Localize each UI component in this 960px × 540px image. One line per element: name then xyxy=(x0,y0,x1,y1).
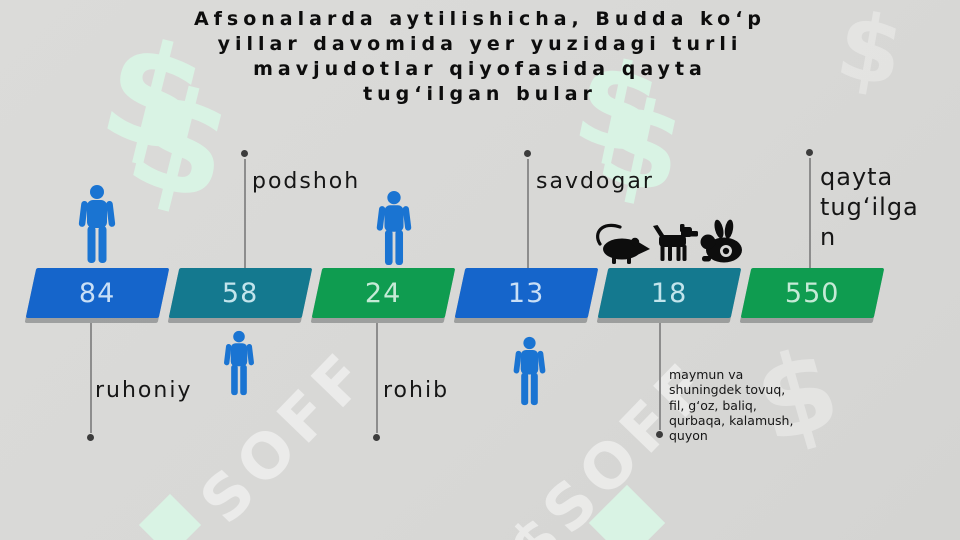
label-animal-list: maymun va shuningdek tovuq, fil, gʻoz, b… xyxy=(669,367,794,444)
person-icon xyxy=(513,336,546,406)
label-ruhoniy: ruhoniy xyxy=(95,378,193,403)
connector-line xyxy=(809,158,811,268)
person-icon xyxy=(376,190,412,266)
connector-dot xyxy=(373,434,380,441)
title-line: Afsonalarda aytilishicha, Budda koʻp xyxy=(193,8,767,30)
segment-value: 13 xyxy=(508,277,545,309)
connector-dot xyxy=(806,149,813,156)
connector-line xyxy=(90,323,92,433)
title-line: yillar davomida yer yuzidagi turli xyxy=(217,33,743,55)
label-podshoh: podshoh xyxy=(252,169,361,194)
diamond-shape xyxy=(588,484,666,540)
person-icon xyxy=(78,185,116,263)
bar-segment-podshoh: 58 xyxy=(168,268,313,318)
connector-line xyxy=(527,159,529,268)
connector-dot xyxy=(241,150,248,157)
segment-value: 58 xyxy=(222,277,259,309)
rat-icon xyxy=(596,223,650,264)
dog-icon xyxy=(653,224,698,261)
soff-watermark: SOFF xyxy=(185,335,385,538)
segment-value: 550 xyxy=(785,277,840,309)
diamond-shape xyxy=(138,493,202,540)
bar-segment-animals: 18 xyxy=(597,268,742,318)
label-rohib: rohib xyxy=(383,378,450,403)
title-line: tugʻilgan bular xyxy=(363,83,597,105)
segment-value: 18 xyxy=(651,277,688,309)
bar-segment-ruhoniy: 84 xyxy=(25,268,170,318)
connector-dot xyxy=(656,431,663,438)
label-qayta-tugilgan: qayta tugʻilgan xyxy=(820,163,919,251)
connector-line xyxy=(376,323,378,433)
segment-value: 24 xyxy=(365,277,402,309)
value-bar: 84 58 24 13 18 550 xyxy=(25,268,885,318)
person-icon xyxy=(224,330,254,396)
connector-dot xyxy=(524,150,531,157)
rabbit-icon xyxy=(700,219,742,263)
label-savdogar: savdogar xyxy=(536,169,654,194)
segment-value: 84 xyxy=(79,277,116,309)
bar-segment-savdogar: 13 xyxy=(454,268,599,318)
title-line: mavjudotlar qiyofasida qayta xyxy=(253,58,707,80)
connector-line xyxy=(244,159,246,268)
connector-dot xyxy=(87,434,94,441)
connector-line xyxy=(659,323,661,430)
bar-segment-rohib: 24 xyxy=(311,268,456,318)
animal-icons xyxy=(596,219,742,264)
bar-segment-total: 550 xyxy=(740,268,885,318)
page-title: Afsonalarda aytilishicha, Budda koʻp yil… xyxy=(0,7,960,107)
